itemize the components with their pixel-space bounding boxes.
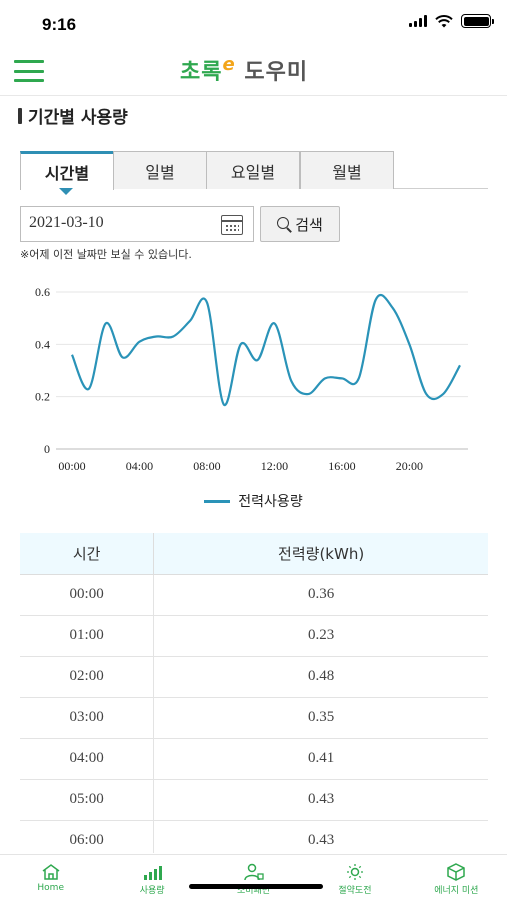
- table-row: 00:00 0.36: [20, 574, 488, 616]
- table-row: 06:00 0.43: [20, 820, 488, 853]
- cell-energy: 0.41: [153, 738, 488, 780]
- tab-hourly[interactable]: 시간별: [20, 151, 114, 190]
- nav-home-label: Home: [37, 883, 64, 893]
- x-tick-label: 16:00: [328, 459, 355, 473]
- table-row: 04:00 0.41: [20, 738, 488, 780]
- legend-swatch: [204, 499, 231, 503]
- cell-time: 04:00: [20, 738, 155, 780]
- tab-daily[interactable]: 일별: [113, 151, 207, 189]
- user-pattern-icon: [243, 863, 264, 881]
- cell-time: 06:00: [20, 820, 155, 853]
- y-tick-label: 0.4: [35, 337, 50, 351]
- y-tick-label: 0.2: [35, 390, 50, 404]
- date-picker[interactable]: [20, 206, 254, 242]
- tab-weekday[interactable]: 요일별: [206, 151, 300, 189]
- status-time: 9:16: [42, 15, 77, 34]
- status-icons: [409, 14, 494, 28]
- calendar-icon[interactable]: [221, 215, 243, 235]
- cell-energy: 0.35: [153, 697, 488, 739]
- x-tick-label: 08:00: [193, 459, 220, 473]
- cellular-signal-icon: [409, 15, 427, 27]
- cube-icon: [447, 863, 466, 881]
- period-tabs: 시간별 일별 요일별 월별: [20, 151, 488, 190]
- column-header-time: 시간: [20, 533, 155, 575]
- table-row: 03:00 0.35: [20, 697, 488, 739]
- column-header-energy: 전력량(kWh): [153, 533, 488, 575]
- nav-pattern-label: 소비패턴: [236, 886, 271, 896]
- wifi-icon: [435, 14, 453, 27]
- table-row: 02:00 0.48: [20, 656, 488, 698]
- x-tick-label: 04:00: [126, 459, 153, 473]
- app-logo: 초록e 도우미: [180, 54, 309, 85]
- cell-time: 01:00: [20, 615, 155, 657]
- nav-mission[interactable]: 에너지 미션: [406, 855, 507, 900]
- nav-usage[interactable]: 사용량: [101, 855, 202, 900]
- nav-home[interactable]: Home: [0, 855, 101, 900]
- nav-mission-label: 에너지 미션: [434, 886, 479, 896]
- cell-energy: 0.43: [153, 820, 488, 853]
- legend-label: 전력사용량: [238, 494, 303, 510]
- battery-icon: [461, 14, 494, 28]
- nav-pattern[interactable]: 소비패턴: [203, 855, 304, 900]
- x-tick-label: 00:00: [58, 459, 85, 473]
- title-bar-marker: [18, 107, 22, 124]
- usage-line-chart: 0 0.2 0.4 0.6 00:00 04:00 08:00 12:00 16:00 20:00: [35, 285, 468, 473]
- table-row: 05:00 0.43: [20, 779, 488, 821]
- cell-time: 03:00: [20, 697, 155, 739]
- table-row: 01:00 0.23: [20, 615, 488, 657]
- cell-energy: 0.23: [153, 615, 488, 657]
- cell-time: 00:00: [20, 574, 155, 616]
- search-icon: [277, 216, 292, 232]
- nav-saving-label: 절약도전: [338, 886, 372, 896]
- page-title: 기간별 사용량: [18, 103, 128, 128]
- y-tick-label: 0.6: [35, 285, 50, 299]
- tab-monthly[interactable]: 월별: [300, 151, 394, 189]
- bottom-navigation: Home 사용량 소비패턴 절약도전 에너지 미션: [0, 854, 507, 900]
- nav-usage-label: 사용량: [139, 886, 165, 896]
- cell-energy: 0.36: [153, 574, 488, 616]
- active-tab-indicator: [59, 188, 73, 195]
- cell-time: 05:00: [20, 779, 155, 821]
- nav-saving[interactable]: 절약도전: [304, 855, 405, 900]
- page-title-text: 기간별 사용량: [28, 108, 128, 128]
- table-header-row: 시간 전력량(kWh): [20, 533, 488, 575]
- home-indicator: [189, 884, 323, 889]
- sun-icon: [346, 864, 363, 880]
- search-button-label: 검색: [295, 215, 323, 234]
- bar-chart-icon: [144, 866, 163, 880]
- cell-energy: 0.43: [153, 779, 488, 821]
- home-icon: [42, 864, 60, 880]
- x-tick-label: 20:00: [396, 459, 423, 473]
- date-input[interactable]: [29, 214, 209, 232]
- series-line-power-usage: [70, 293, 461, 406]
- usage-table: 시간 전력량(kWh) 00:00 0.36 01:00 0.23 02:00 0.48 0…: [20, 533, 488, 853]
- search-button[interactable]: 검색: [260, 206, 340, 242]
- x-tick-label: 12:00: [261, 459, 288, 473]
- hamburger-menu-icon[interactable]: [14, 60, 44, 82]
- status-bar: 9:16: [0, 0, 507, 44]
- y-tick-label: 0: [44, 442, 50, 456]
- cell-time: 02:00: [20, 656, 155, 698]
- cell-energy: 0.48: [153, 656, 488, 698]
- chart-legend: 전력사용량: [0, 491, 507, 511]
- app-header: 초록e 도우미: [0, 44, 507, 96]
- date-note: ※어제 이전 날짜만 보실 수 있습니다.: [20, 248, 192, 261]
